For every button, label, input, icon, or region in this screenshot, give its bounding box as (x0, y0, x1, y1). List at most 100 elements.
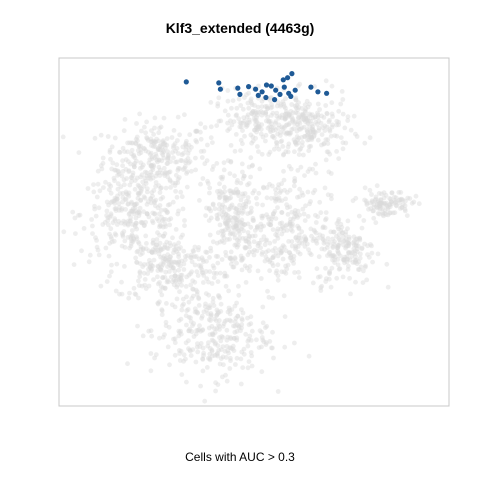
background-point (286, 163, 292, 169)
background-point (336, 236, 342, 242)
background-point (130, 206, 136, 212)
background-point (183, 142, 188, 148)
background-point (172, 183, 178, 188)
background-point (282, 344, 288, 350)
background-point (113, 167, 119, 173)
background-point (393, 199, 399, 205)
background-point (190, 286, 196, 292)
background-point (118, 184, 124, 190)
background-point (229, 307, 235, 312)
background-point (353, 195, 359, 201)
background-point (160, 275, 166, 280)
background-point (340, 230, 345, 236)
background-point (142, 169, 148, 175)
background-point (297, 212, 302, 218)
background-point (198, 129, 203, 135)
background-point (244, 92, 249, 98)
background-point (351, 246, 357, 252)
background-point (120, 232, 126, 238)
background-point (134, 158, 139, 164)
background-point (159, 214, 164, 220)
background-point (239, 224, 245, 230)
background-point (188, 255, 193, 260)
background-point (323, 157, 329, 163)
background-point (210, 299, 216, 305)
background-point (208, 124, 214, 130)
background-point (125, 235, 131, 240)
background-point (292, 103, 298, 109)
background-point (183, 313, 189, 319)
background-point (193, 309, 199, 315)
background-point (166, 152, 171, 158)
background-point (225, 158, 231, 164)
background-point (338, 253, 343, 259)
background-point (171, 282, 177, 288)
background-point (352, 238, 357, 244)
background-point (327, 270, 332, 276)
highlighted-point (273, 87, 279, 93)
background-point (166, 259, 172, 265)
background-point (375, 211, 381, 216)
background-point (388, 196, 394, 202)
background-point (172, 242, 177, 248)
background-point (144, 211, 150, 217)
background-point (399, 196, 404, 202)
background-point (230, 225, 236, 230)
background-point (136, 241, 142, 246)
background-point (250, 109, 256, 115)
background-point (208, 208, 214, 214)
background-point (154, 216, 160, 222)
background-point (302, 234, 307, 240)
background-point (295, 115, 301, 121)
background-point (151, 140, 157, 146)
background-point (228, 204, 234, 209)
background-point (144, 211, 150, 217)
background-point (162, 244, 168, 250)
background-point (264, 323, 270, 329)
background-point (246, 181, 252, 186)
background-point (130, 170, 136, 176)
background-point (305, 129, 311, 135)
background-point (242, 245, 248, 251)
background-point (274, 139, 279, 145)
background-point (107, 147, 113, 153)
background-point (213, 340, 218, 346)
background-point (133, 224, 138, 230)
background-point (211, 270, 217, 276)
background-point (178, 158, 184, 163)
background-point (274, 103, 280, 109)
background-point (100, 155, 106, 161)
background-point (217, 324, 222, 329)
background-point (196, 263, 202, 268)
background-point (225, 112, 231, 118)
background-point (232, 255, 238, 261)
background-point (175, 138, 180, 143)
background-point (173, 148, 178, 154)
background-point (228, 355, 233, 361)
background-point (161, 260, 167, 265)
background-point (378, 197, 383, 203)
background-point (163, 255, 169, 261)
background-point (259, 237, 264, 243)
background-point (148, 268, 154, 273)
background-point (289, 102, 295, 107)
background-point (171, 127, 177, 133)
background-point (303, 113, 309, 119)
background-point (129, 208, 135, 214)
background-point (292, 214, 297, 220)
background-point (279, 245, 285, 251)
background-point (136, 213, 142, 219)
background-point (343, 245, 348, 251)
background-point (215, 311, 221, 317)
background-point (270, 263, 276, 269)
background-point (224, 220, 230, 226)
background-point (150, 210, 156, 216)
background-point (352, 248, 358, 254)
background-point (358, 251, 363, 257)
background-point (209, 281, 215, 286)
background-point (231, 189, 236, 195)
background-point (137, 274, 143, 279)
background-point (288, 109, 294, 114)
background-point (359, 225, 365, 231)
background-point (272, 209, 278, 214)
